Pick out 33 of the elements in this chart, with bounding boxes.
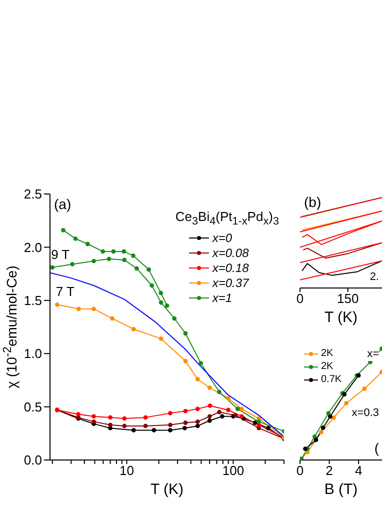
legend-label: x=0 xyxy=(212,231,232,246)
annotation: ( xyxy=(374,440,379,456)
annotation: x=0.3 xyxy=(352,406,379,420)
legend-label: x=1 xyxy=(212,291,232,306)
x-tick-label: 0 xyxy=(296,291,304,306)
legend-label: x=0.18 xyxy=(212,261,249,276)
y-tick-label: 2.0 xyxy=(24,240,42,255)
annotation: (a) xyxy=(54,196,72,212)
x-tick-label: 10 xyxy=(120,463,134,478)
x-tick-label: 100 xyxy=(222,463,244,478)
y-tick-label: 1.5 xyxy=(24,293,42,308)
text: Ce$_{3}$Bi$_{4}$(Pt$_{1-x}$Pd$_{x}$)$_{3}$ xyxy=(175,209,279,228)
annotation: x= xyxy=(367,348,379,361)
y-tick-label: 0.0 xyxy=(24,452,42,468)
y-tick-label: 0.5 xyxy=(24,399,42,414)
x-axis-title: B (T) xyxy=(323,481,359,498)
annotation: 7 T xyxy=(56,284,75,300)
annotation: 9 T xyxy=(51,246,70,262)
y-tick-label: 2.5 xyxy=(24,186,42,202)
x-tick-label: 150 xyxy=(337,291,359,306)
x-axis-title: T (K) xyxy=(323,309,359,326)
legend-label: 0.7K xyxy=(321,374,342,385)
y-tick-label: 1.0 xyxy=(24,346,42,362)
x-axis-title: T (K) xyxy=(149,481,185,498)
x-tick-label: 0 xyxy=(296,463,304,478)
annotation: (b) xyxy=(304,194,322,210)
legend-label: x=0.37 xyxy=(212,276,249,290)
x-tick-label: 4 xyxy=(354,463,362,478)
annotation: 2. xyxy=(370,270,379,284)
legend-label: 2K xyxy=(321,348,334,359)
x-tick-label: 2 xyxy=(326,463,333,478)
legend-label: 2K xyxy=(321,361,334,372)
legend-label: x=0.08 xyxy=(212,246,249,260)
